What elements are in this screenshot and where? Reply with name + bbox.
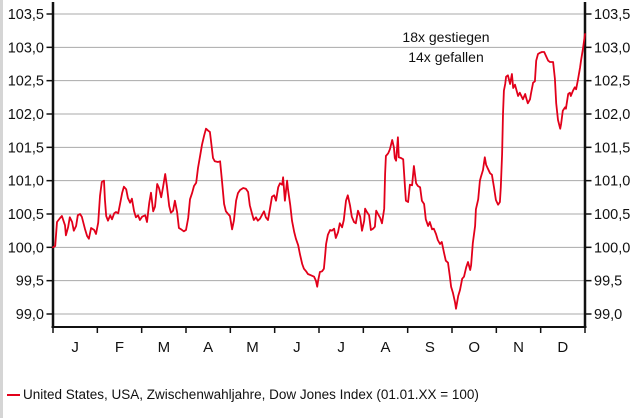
month-label: J xyxy=(337,339,345,356)
y-axis-label-left: 101,5 xyxy=(8,140,44,156)
legend-label: United States, USA, Zwischenwahljahre, D… xyxy=(23,387,479,402)
y-axis-label-left: 100,0 xyxy=(8,240,44,256)
y-axis-label-right: 102,5 xyxy=(594,74,630,90)
y-axis-label-right: 101,5 xyxy=(594,140,630,156)
y-axis-label-right: 103,0 xyxy=(594,40,630,56)
month-label: M xyxy=(158,339,171,356)
month-label: J xyxy=(293,339,301,356)
annotation-line-2: 14x gefallen xyxy=(408,49,484,65)
y-axis-label-left: 100,5 xyxy=(8,207,44,223)
month-label: A xyxy=(380,339,390,356)
y-axis-label-right: 99,5 xyxy=(594,274,622,290)
y-axis-label-left: 103,5 xyxy=(8,7,44,23)
month-label: O xyxy=(468,339,480,356)
y-axis-label-left: 99,5 xyxy=(16,274,44,290)
y-axis-label-left: 102,0 xyxy=(8,107,44,123)
legend: United States, USA, Zwischenwahljahre, D… xyxy=(7,387,479,402)
y-axis-label-left: 101,0 xyxy=(8,174,44,190)
legend-line-marker-icon xyxy=(7,393,20,396)
y-axis-label-right: 102,0 xyxy=(594,107,630,123)
y-axis-label-left: 103,0 xyxy=(8,40,44,56)
month-label: M xyxy=(246,339,259,356)
month-label: D xyxy=(557,339,568,356)
dow-jones-seasonality-chart: 103,5 103,5 103,0 103,0 102,5 102,5 102,0 102,0… xyxy=(8,2,630,356)
y-axis-label-right: 103,5 xyxy=(594,7,630,23)
y-axis-label-right: 101,0 xyxy=(594,174,630,190)
month-label: F xyxy=(115,339,124,356)
y-axis-label-right: 100,0 xyxy=(594,240,630,256)
y-axis-label-right: 100,5 xyxy=(594,207,630,223)
month-label: A xyxy=(203,339,213,356)
y-axis-label-left: 102,5 xyxy=(8,74,44,90)
month-label: S xyxy=(425,339,435,356)
month-label: N xyxy=(513,339,524,356)
month-label: J xyxy=(71,339,79,356)
plot-area: 103,5 103,5 103,0 103,0 102,5 102,5 102,0 102,0… xyxy=(8,2,630,356)
dow-jones-index-line xyxy=(52,33,586,310)
annotation-line-1: 18x gestiegen xyxy=(402,29,489,45)
y-axis-label-left: 99,0 xyxy=(16,307,44,323)
y-axis-label-right: 99,0 xyxy=(594,307,622,323)
left-edge-strip xyxy=(0,0,3,418)
